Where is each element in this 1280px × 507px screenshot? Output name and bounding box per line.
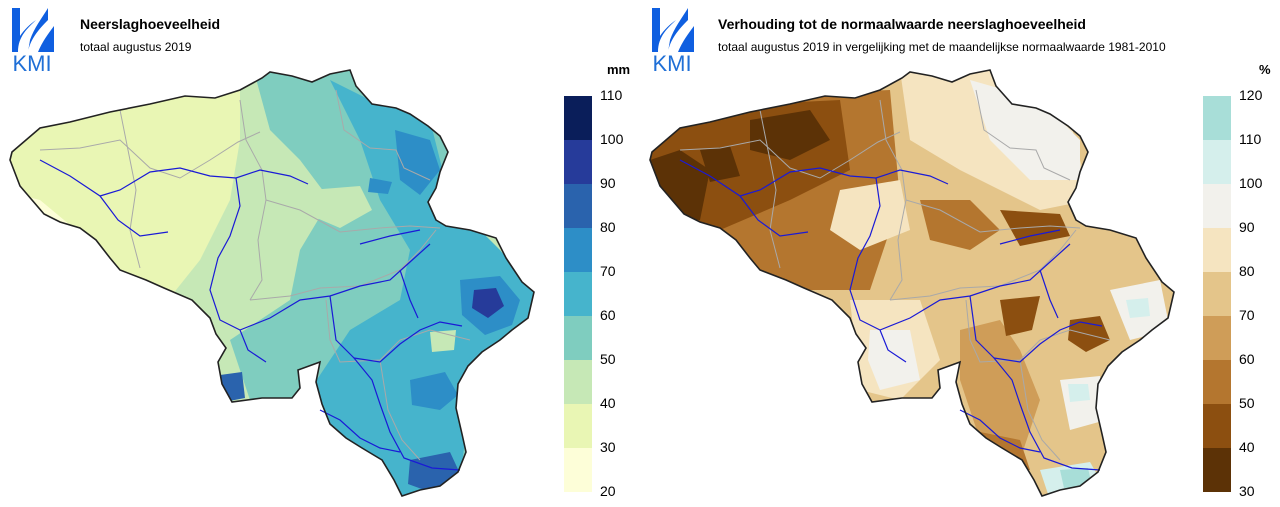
map-subtitle: totaal augustus 2019 — [80, 40, 192, 54]
precipitation-legend — [564, 96, 592, 492]
legend-band — [564, 96, 592, 140]
legend-tick-label: 50 — [1239, 395, 1255, 411]
legend-tick-label: 70 — [1239, 307, 1255, 323]
kmi-logo-icon — [652, 8, 694, 52]
legend-tick-label: 100 — [600, 131, 624, 147]
kmi-logo: KMI — [646, 6, 698, 76]
map-title: Verhouding tot de normaalwaarde neerslag… — [718, 16, 1086, 32]
legend-band — [564, 316, 592, 360]
map-subtitle: totaal augustus 2019 in vergelijking met… — [718, 40, 1166, 54]
legend-band — [1203, 140, 1231, 184]
legend-tick-label: 110 — [600, 87, 623, 103]
legend-band — [1203, 360, 1231, 404]
legend-tick-label: 120 — [1239, 87, 1263, 103]
rivers — [679, 159, 1103, 471]
belgium-precipitation-map — [9, 69, 535, 497]
precipitation-fill — [10, 70, 534, 496]
belgium-ratio-map — [649, 69, 1175, 497]
legend-band — [564, 272, 592, 316]
rivers — [39, 159, 463, 471]
legend-tick-label: 60 — [600, 307, 616, 323]
legend-tick-label: 80 — [600, 219, 616, 235]
map-title: Neerslaghoeveelheid — [80, 16, 221, 32]
legend-band — [564, 404, 592, 448]
legend-tick-label: 90 — [600, 175, 616, 191]
legend-tick-label: 100 — [1239, 175, 1263, 191]
province-borders — [39, 89, 471, 461]
legend-unit: mm — [607, 62, 631, 77]
legend-band — [1203, 316, 1231, 360]
legend-band — [564, 448, 592, 492]
legend-band — [564, 184, 592, 228]
legend-tick-label: 20 — [600, 483, 616, 499]
kmi-logo: KMI — [6, 6, 58, 76]
legend-band — [1203, 184, 1231, 228]
legend-tick-label: 30 — [600, 439, 616, 455]
kmi-logo-text: KMI — [652, 51, 692, 76]
legend-tick-label: 80 — [1239, 263, 1255, 279]
legend-tick-label: 70 — [600, 263, 616, 279]
legend-tick-label: 50 — [600, 351, 616, 367]
kmi-logo-text: KMI — [12, 51, 52, 76]
legend-band — [564, 360, 592, 404]
legend-tick-label: 110 — [1239, 131, 1262, 147]
legend-tick-label: 40 — [600, 395, 616, 411]
legend-band — [564, 228, 592, 272]
legend-tick-label: 90 — [1239, 219, 1255, 235]
legend-tick-label: 30 — [1239, 483, 1255, 499]
legend-band — [564, 140, 592, 184]
ratio-legend — [1203, 96, 1231, 492]
legend-tick-label: 40 — [1239, 439, 1255, 455]
legend-band — [1203, 448, 1231, 492]
legend-band — [1203, 404, 1231, 448]
legend-unit: % — [1259, 62, 1271, 77]
legend-band — [1203, 228, 1231, 272]
kmi-logo-icon — [12, 8, 54, 52]
legend-band — [1203, 272, 1231, 316]
ratio-fill — [650, 70, 1174, 496]
legend-band — [1203, 96, 1231, 140]
precipitation-panel: KMI Neerslaghoeveelheid totaal augustus … — [6, 6, 631, 499]
legend-tick-label: 60 — [1239, 351, 1255, 367]
ratio-panel: KMI Verhouding tot de normaalwaarde neer… — [640, 0, 1280, 507]
